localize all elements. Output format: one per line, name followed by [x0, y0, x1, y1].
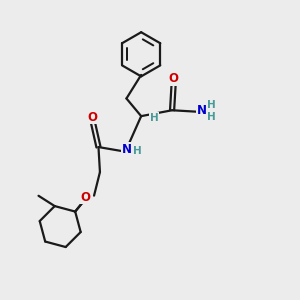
- Text: H: H: [207, 100, 216, 110]
- Text: H: H: [207, 112, 216, 122]
- Text: O: O: [169, 72, 179, 85]
- Text: N: N: [196, 104, 206, 117]
- Text: O: O: [81, 190, 91, 204]
- Text: H: H: [150, 112, 159, 123]
- Text: N: N: [122, 142, 132, 156]
- Text: O: O: [88, 110, 98, 124]
- Text: H: H: [133, 146, 142, 157]
